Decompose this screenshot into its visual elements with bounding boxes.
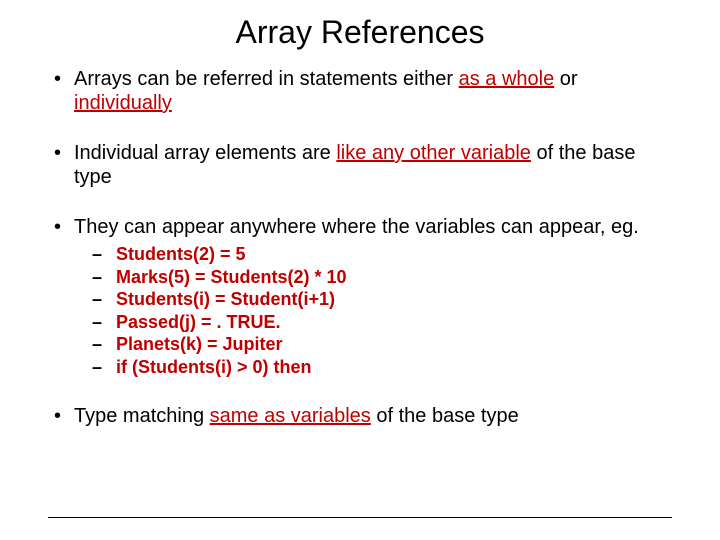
sub-bullet: Planets(k) = Jupiter (92, 333, 672, 356)
text: Type matching (74, 405, 210, 427)
sub-bullet: if (Students(i) > 0) then (92, 356, 672, 379)
horizontal-rule (48, 517, 672, 518)
sub-bullet: Students(2) = 5 (92, 243, 672, 266)
highlight-text: as a whole (459, 68, 555, 90)
text: They can appear anywhere where the varia… (74, 216, 639, 238)
code-text: Marks(5) = Students(2) * 10 (116, 267, 347, 287)
sub-bullet: Students(i) = Student(i+1) (92, 288, 672, 311)
text: Arrays can be referred in statements eit… (74, 68, 459, 90)
highlight-text: same as variables (210, 405, 371, 427)
text: or (554, 68, 577, 90)
bullet-4: Type matching same as variables of the b… (48, 404, 672, 428)
bullet-3: They can appear anywhere where the varia… (48, 215, 672, 378)
bullet-1: Arrays can be referred in statements eit… (48, 67, 672, 115)
code-text: if (Students(i) > 0) then (116, 357, 312, 377)
sub-bullet-list: Students(2) = 5 Marks(5) = Students(2) *… (92, 243, 672, 378)
highlight-text: individually (74, 92, 172, 114)
sub-bullet: Passed(j) = . TRUE. (92, 311, 672, 334)
highlight-text: like any other variable (336, 142, 531, 164)
text: of the base type (371, 405, 519, 427)
text: Individual array elements are (74, 142, 336, 164)
slide-title: Array References (48, 14, 672, 51)
bullet-2: Individual array elements are like any o… (48, 141, 672, 189)
code-text: Students(i) = Student(i+1) (116, 289, 335, 309)
bullet-list: Arrays can be referred in statements eit… (48, 67, 672, 428)
code-text: Passed(j) = . TRUE. (116, 312, 281, 332)
code-text: Planets(k) = Jupiter (116, 334, 283, 354)
code-text: Students(2) = 5 (116, 244, 246, 264)
slide: Array References Arrays can be referred … (0, 0, 720, 540)
sub-bullet: Marks(5) = Students(2) * 10 (92, 266, 672, 289)
